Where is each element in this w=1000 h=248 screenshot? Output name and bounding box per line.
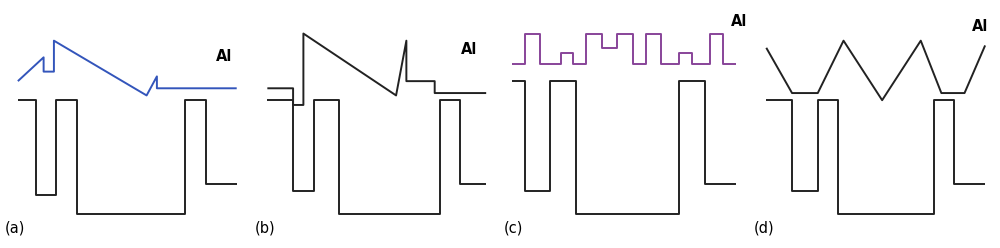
Text: (d): (d) bbox=[753, 221, 774, 236]
Text: (b): (b) bbox=[254, 221, 275, 236]
Text: Al: Al bbox=[972, 19, 989, 33]
Text: (a): (a) bbox=[5, 221, 25, 236]
Text: (c): (c) bbox=[504, 221, 523, 236]
Text: Al: Al bbox=[731, 14, 747, 29]
Text: Al: Al bbox=[460, 42, 477, 57]
Text: Al: Al bbox=[216, 50, 232, 64]
